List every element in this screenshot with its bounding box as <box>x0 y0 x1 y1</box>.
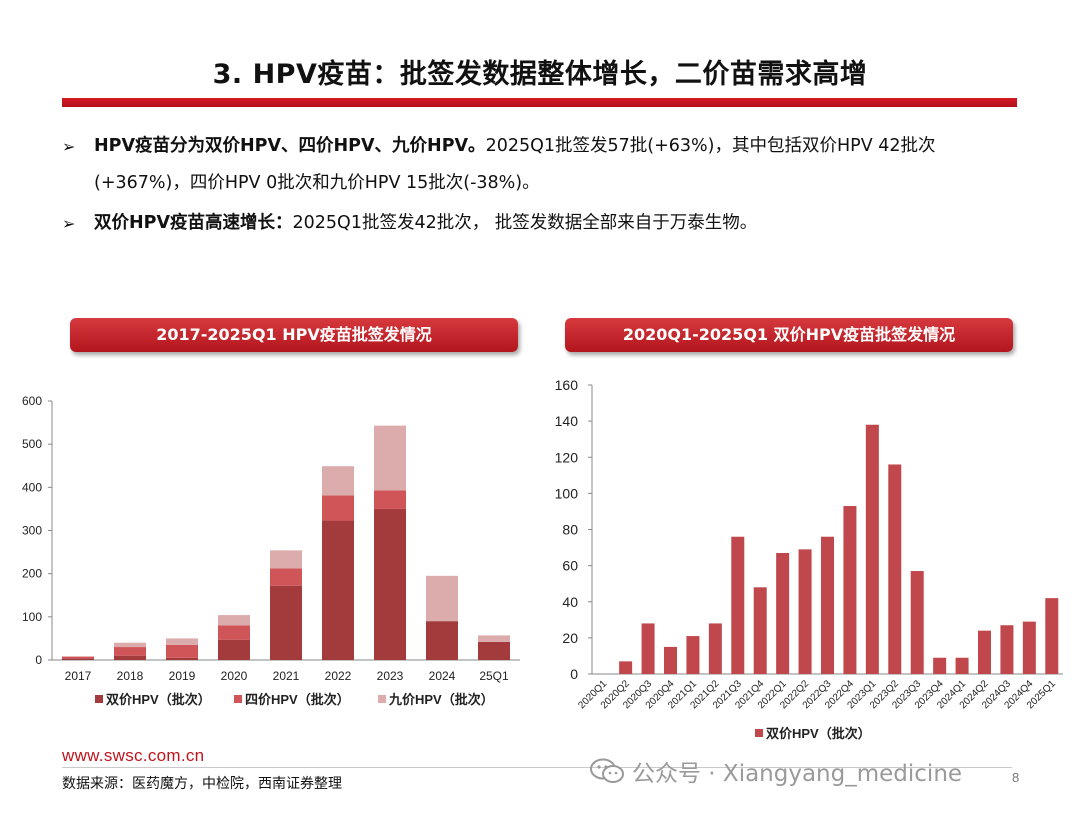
y-tick-label: 400 <box>22 480 42 494</box>
x-tick-label: 2019 <box>169 669 196 683</box>
bar <box>731 536 745 674</box>
bar-segment <box>114 647 146 656</box>
legend-swatch <box>95 695 103 703</box>
y-tick-label: 120 <box>555 449 579 465</box>
bar-segment <box>114 642 146 648</box>
x-tick-label: 2024 <box>429 669 456 683</box>
bar-segment <box>374 490 406 509</box>
legend-label: 四价HPV（批次） <box>245 692 350 707</box>
bar-segment <box>426 575 458 622</box>
y-tick-label: 0 <box>570 666 578 682</box>
legend-swatch <box>755 729 763 737</box>
x-tick-label: 25Q1 <box>479 669 509 683</box>
y-tick-label: 600 <box>22 394 42 408</box>
y-tick-label: 300 <box>22 524 42 538</box>
bar <box>843 506 857 674</box>
x-tick-label: 2020 <box>221 669 248 683</box>
bar-segment <box>322 520 354 660</box>
bar-segment <box>374 508 406 660</box>
bar <box>865 424 879 674</box>
legend-label: 双价HPV（批次） <box>766 726 871 741</box>
bar-segment <box>270 585 302 660</box>
y-tick-label: 60 <box>562 558 578 574</box>
bar-segment <box>114 655 146 660</box>
y-tick-label: 20 <box>562 630 578 646</box>
x-tick-label: 2023 <box>377 669 404 683</box>
x-tick-label: 2017 <box>65 669 92 683</box>
x-tick-label: 2018 <box>117 669 144 683</box>
bar <box>708 623 722 674</box>
bar <box>888 464 902 674</box>
arrow-bullet-icon: ➢ <box>62 137 76 156</box>
bar-segment <box>426 621 458 660</box>
legend-swatch <box>378 695 386 703</box>
bar <box>821 536 834 674</box>
legend-label: 九价HPV（批次） <box>388 692 494 707</box>
y-tick-label: 0 <box>35 653 42 667</box>
bar-segment <box>166 644 198 658</box>
bar-segment <box>62 658 94 660</box>
bar-segment <box>270 550 302 569</box>
bar <box>1022 621 1036 674</box>
y-tick-label: 100 <box>22 610 42 624</box>
bar <box>798 549 812 674</box>
bar <box>910 571 924 674</box>
bullet-2-bold: 双价HPV疫苗高速增长： <box>94 213 293 233</box>
bar <box>1045 598 1059 674</box>
bar <box>776 552 790 674</box>
bar <box>641 623 655 674</box>
bar-segment <box>478 641 510 660</box>
arrow-bullet-icon: ➢ <box>62 214 76 233</box>
y-tick-label: 160 <box>555 377 579 393</box>
bar-segment <box>478 635 510 642</box>
footer-url[interactable]: www.swsc.com.cn <box>62 746 205 765</box>
bar <box>686 636 700 674</box>
bar <box>664 646 677 674</box>
footer-divider <box>62 767 1012 768</box>
chart-1-header: 2017-2025Q1 HPV疫苗批签发情况 <box>70 318 518 352</box>
bar <box>1000 625 1014 674</box>
watermark-text: 公众号 · Xiangyang_medicine <box>632 761 963 787</box>
bar-segment <box>322 495 354 521</box>
y-tick-label: 200 <box>22 567 42 581</box>
bar-segment <box>374 425 406 491</box>
bar-segment <box>62 656 94 659</box>
bar-segment <box>166 638 198 645</box>
wechat-icon <box>590 758 624 783</box>
bar-segment <box>270 568 302 586</box>
bullet-1: ➢ HPV疫苗分为双价HPV、四价HPV、九价HPV。2025Q1批签发57批(… <box>62 128 1027 202</box>
bar-segment <box>218 639 250 660</box>
bar <box>619 661 633 674</box>
y-tick-label: 140 <box>555 413 579 429</box>
title-underline-bar <box>62 98 1017 107</box>
bar-segment <box>218 625 250 640</box>
watermark: 公众号 · Xiangyang_medicine <box>590 754 962 788</box>
bar-segment <box>218 615 250 626</box>
page-number: 8 <box>1012 770 1020 785</box>
x-tick-label: 2022 <box>325 669 352 683</box>
bar <box>753 587 767 674</box>
stacked-bar-chart: 0 100 200 300 400 500 600 2017 2018 2019 2020 2021 2… <box>22 394 520 707</box>
bar <box>955 657 969 674</box>
y-tick-label: 100 <box>555 485 579 501</box>
y-tick-label: 80 <box>562 522 578 538</box>
bullet-1-text: 2025Q1批签发57批(+63%)，其中包括双价HPV 42批次(+367%)… <box>94 136 936 193</box>
y-tick-label: 500 <box>22 437 42 451</box>
data-source-note: 数据来源：医药魔方，中检院，西南证券整理 <box>62 776 342 792</box>
quarterly-bar-chart: 0204060801001201401602020Q12020Q22020Q32… <box>555 377 1063 741</box>
bar-segment <box>166 657 198 660</box>
bar <box>978 630 991 674</box>
bar-segment <box>322 466 354 496</box>
chart-2-header: 2020Q1-2025Q1 双价HPV疫苗批签发情况 <box>565 318 1013 352</box>
y-tick-label: 40 <box>562 594 578 610</box>
legend-swatch <box>234 695 242 703</box>
bullet-2: ➢ 双价HPV疫苗高速增长：2025Q1批签发42批次， 批签发数据全部来自于万… <box>62 205 1027 242</box>
slide-title: 3. HPV疫苗：批签发数据整体增长，二价苗需求高增 <box>212 59 868 90</box>
x-tick-label: 2021 <box>273 669 300 683</box>
bar <box>933 657 947 674</box>
bullet-2-text: 2025Q1批签发42批次， 批签发数据全部来自于万泰生物。 <box>292 213 758 233</box>
bullet-1-bold: HPV疫苗分为双价HPV、四价HPV、九价HPV。 <box>94 136 486 156</box>
legend-label: 双价HPV（批次） <box>106 692 211 707</box>
